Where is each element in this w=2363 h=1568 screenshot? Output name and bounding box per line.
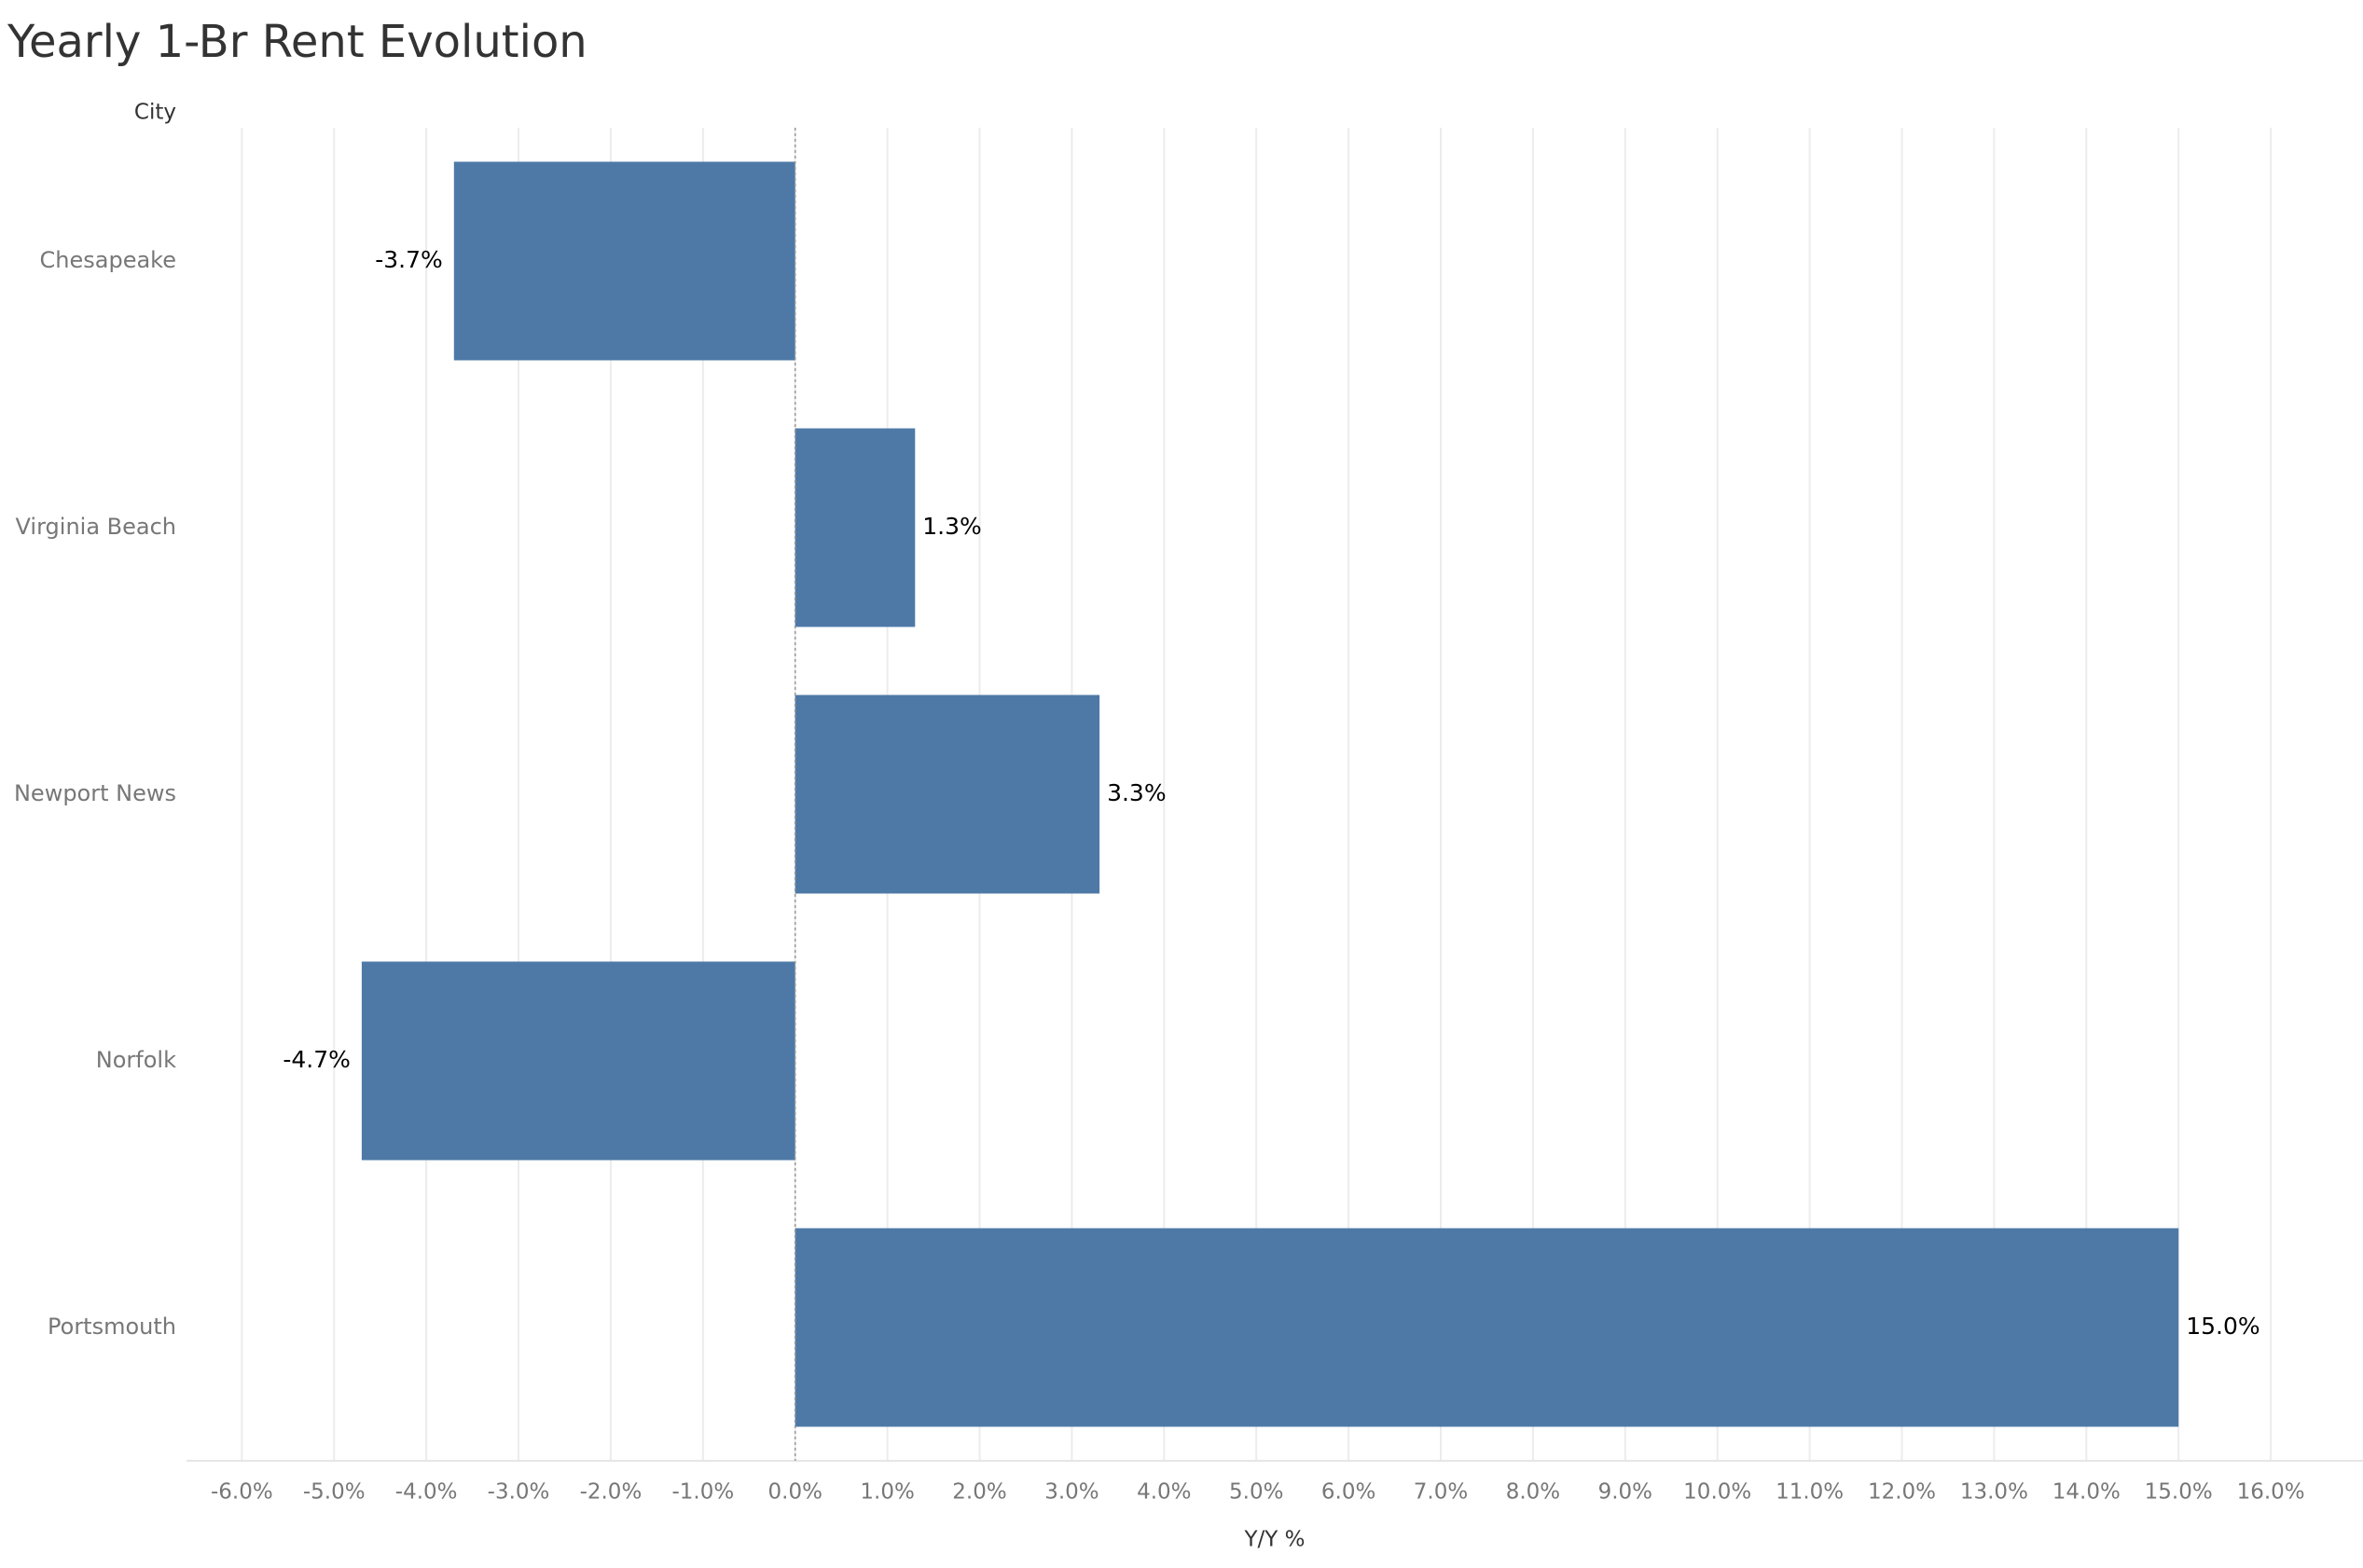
y-tick-label: Virginia Beach [16, 514, 176, 540]
bar [453, 161, 795, 361]
y-axis-title: City [134, 101, 176, 125]
bar [795, 1228, 2179, 1427]
x-tick-label: 3.0% [1044, 1480, 1099, 1505]
value-label: 1.3% [922, 513, 982, 540]
x-tick-label: 1.0% [860, 1480, 914, 1505]
chart-title: Yearly 1-Br Rent Evolution [7, 16, 587, 68]
bar [795, 428, 916, 627]
x-tick-label: 14.0% [2052, 1480, 2121, 1505]
x-tick-label: 2.0% [952, 1480, 1006, 1505]
x-tick-label: 11.0% [1776, 1480, 1844, 1505]
value-label: -4.7% [283, 1046, 351, 1073]
y-tick-label: Newport News [14, 780, 176, 806]
value-label: 15.0% [2186, 1313, 2259, 1340]
x-tick-label: -5.0% [303, 1480, 366, 1505]
x-tick-label: 10.0% [1683, 1480, 1751, 1505]
value-label: -3.7% [375, 246, 443, 273]
value-label: 3.3% [1107, 779, 1167, 806]
bar [361, 961, 795, 1161]
x-tick-label: 16.0% [2237, 1480, 2305, 1505]
x-tick-label: 6.0% [1321, 1480, 1375, 1505]
x-tick-label: 0.0% [768, 1480, 822, 1505]
x-tick-label: 15.0% [2145, 1480, 2213, 1505]
x-axis-title: Y/Y % [1243, 1528, 1305, 1552]
x-tick-label: 7.0% [1414, 1480, 1468, 1505]
y-tick-label: Chesapeake [40, 247, 176, 273]
y-tick-label: Portsmouth [48, 1314, 176, 1340]
x-tick-label: 9.0% [1598, 1480, 1652, 1505]
x-tick-label: -4.0% [395, 1480, 458, 1505]
y-tick-label: Norfolk [96, 1047, 176, 1073]
bar [795, 695, 1100, 894]
x-tick-label: -2.0% [580, 1480, 643, 1505]
x-tick-label: 8.0% [1506, 1480, 1560, 1505]
x-tick-label: -3.0% [488, 1480, 550, 1505]
x-tick-label: 12.0% [1868, 1480, 1936, 1505]
x-tick-label: -1.0% [671, 1480, 734, 1505]
x-tick-label: 13.0% [1960, 1480, 2028, 1505]
x-tick-label: 4.0% [1137, 1480, 1191, 1505]
x-tick-label: 5.0% [1229, 1480, 1283, 1505]
x-tick-label: -6.0% [211, 1480, 273, 1505]
